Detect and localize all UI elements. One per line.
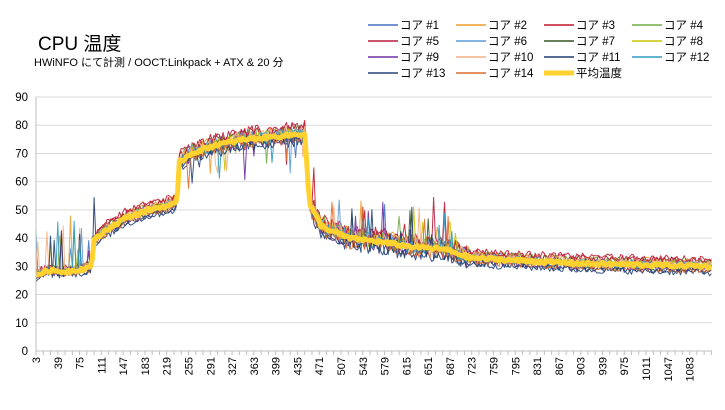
y-tick-label: 70 (15, 148, 28, 160)
series-line-0 (35, 126, 712, 275)
x-tick-label: 291 (205, 357, 217, 375)
series-line-14 (35, 131, 713, 278)
x-tick-label: 579 (380, 357, 392, 375)
y-tick-label: 90 (15, 92, 28, 104)
legend-label-5: コア #6 (488, 36, 527, 48)
legend-label-7: コア #8 (664, 36, 703, 48)
x-tick-label: 471 (314, 357, 326, 375)
legend-label-13: コア #14 (488, 68, 534, 80)
x-tick-label: 867 (554, 357, 566, 375)
x-tick-label: 1011 (641, 357, 653, 381)
x-tick-label: 795 (510, 357, 522, 375)
series-line-4 (35, 123, 712, 273)
series-line-7 (35, 128, 712, 276)
legend-label-14: 平均温度 (576, 66, 622, 80)
legend-label-3: コア #4 (664, 20, 704, 32)
y-tick-label: 10 (15, 318, 28, 330)
x-tick-label: 651 (423, 357, 435, 375)
legend-label-0: コア #1 (400, 20, 439, 32)
legend-label-11: コア #12 (664, 52, 709, 64)
series-lines (35, 119, 713, 283)
series-line-1 (35, 123, 712, 275)
x-tick-label: 1083 (685, 357, 697, 381)
legend-label-8: コア #9 (400, 52, 439, 64)
series-line-13 (35, 133, 712, 279)
x-tick-label: 147 (118, 357, 130, 375)
x-tick-label: 3 (31, 357, 43, 363)
legend-label-9: コア #10 (488, 52, 533, 64)
x-tick-label: 435 (292, 357, 304, 375)
x-tick-label: 759 (489, 357, 501, 375)
x-tick-label: 183 (140, 357, 152, 375)
x-tick-label: 75 (75, 357, 87, 369)
y-tick-label: 80 (15, 120, 28, 132)
y-tick-label: 30 (15, 261, 28, 273)
y-tick-label: 50 (15, 205, 28, 217)
legend: コア #1 コア #2 コア #3 コア #4 コア #5 コア #6 コア #7 コア #8… (368, 20, 709, 80)
legend-label-12: コア #13 (400, 68, 445, 80)
legend-label-4: コア #5 (400, 36, 439, 48)
x-tick-label: 327 (227, 357, 239, 375)
chart-subtitle: HWiNFO にて計測 / OOCT:Linkpack + ATX & 20 分 (34, 55, 284, 69)
x-tick-label: 255 (184, 357, 196, 375)
series-line-5 (35, 126, 712, 277)
series-line-3 (35, 123, 712, 275)
grid-lines (36, 96, 712, 352)
y-tick-label: 0 (22, 346, 28, 358)
chart-title: CPU 温度 (38, 33, 121, 55)
x-tick-label: 831 (532, 357, 544, 375)
x-tick-label: 615 (401, 357, 413, 375)
x-tick-label: 363 (249, 357, 261, 375)
series-line-9 (35, 125, 712, 276)
x-tick-label: 543 (358, 357, 370, 375)
x-tick-label: 939 (597, 357, 609, 375)
x-tick-label: 687 (445, 357, 457, 375)
x-tick-label: 903 (576, 357, 588, 375)
x-tick-label: 1047 (663, 357, 675, 381)
x-tick-label: 507 (336, 357, 348, 375)
legend-label-1: コア #2 (488, 20, 527, 32)
legend-label-6: コア #7 (576, 36, 615, 48)
y-tick-label: 60 (15, 177, 28, 189)
x-tick-label: 111 (96, 357, 108, 374)
x-tick-label: 219 (162, 357, 174, 375)
y-tick-label: 20 (15, 290, 28, 302)
series-line-12 (35, 134, 712, 283)
x-tick-label: 399 (271, 357, 283, 375)
x-tick-label: 975 (619, 357, 631, 375)
y-tick-label: 40 (15, 233, 28, 245)
x-tick-label: 39 (53, 357, 65, 369)
legend-label-2: コア #3 (576, 20, 615, 32)
legend-label-10: コア #11 (576, 52, 621, 64)
x-tick-label: 723 (467, 357, 479, 375)
